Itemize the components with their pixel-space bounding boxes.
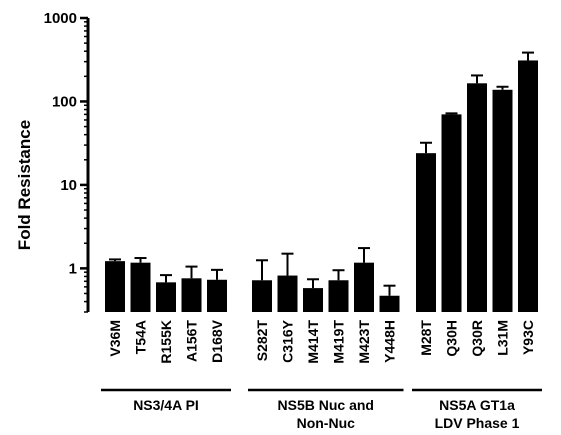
y-tick-label: 1 <box>69 260 77 277</box>
x-tick-label: M423T <box>356 320 372 364</box>
y-tick-label: 1000 <box>44 10 77 27</box>
group-label: NS3/4A PI <box>133 397 199 413</box>
x-tick-label: T54A <box>133 320 149 354</box>
group-labels: NS3/4A PI NS5B Nuc and Non-Nuc NS5A GT1a LDV… <box>101 388 542 431</box>
bar-d168v <box>207 279 227 312</box>
bar-y93c <box>518 60 538 312</box>
x-tick-labels: V36M T54A R155K A156T D168V S282T C316Y M414T M4… <box>107 319 536 363</box>
x-tick-label: Q30R <box>469 320 485 357</box>
bar-q30r <box>467 83 487 312</box>
x-tick-label: Y93C <box>520 320 536 355</box>
x-tick-label: L31M <box>495 320 511 356</box>
bar-m28t <box>416 153 436 312</box>
bar-c316y <box>277 275 298 312</box>
bar-m414t <box>303 288 323 312</box>
bar-v36m <box>105 261 125 312</box>
x-tick-label: D168V <box>209 319 225 362</box>
bar-m419t <box>328 280 349 312</box>
bar-s282t <box>252 280 272 312</box>
bar-t54a <box>130 262 151 312</box>
x-tick-label: S282T <box>254 320 270 362</box>
bar-a156t <box>181 278 202 312</box>
y-tick-label: 10 <box>60 177 77 194</box>
x-tick-label: Y448H <box>382 320 398 363</box>
x-tick-label: V36M <box>107 320 123 357</box>
x-tick-label: M414T <box>305 320 321 364</box>
x-tick-label: C316Y <box>280 319 296 362</box>
bar-m423t <box>354 262 374 312</box>
x-tick-label: M419T <box>331 320 347 364</box>
group-label: NS5B Nuc and <box>278 397 374 413</box>
bar-q30h <box>441 114 462 312</box>
group-label: Non-Nuc <box>297 415 356 431</box>
x-tick-label: A156T <box>184 320 200 362</box>
y-axis: 1 10 100 1000 <box>44 10 90 313</box>
bar-y448h <box>379 295 400 312</box>
bar-r155k <box>156 282 176 312</box>
x-tick-label: R155K <box>158 320 174 364</box>
y-axis-title: Fold Resistance <box>15 120 34 250</box>
y-tick-label: 100 <box>52 93 77 110</box>
bars <box>105 51 538 312</box>
x-tick-label: M28T <box>418 320 434 356</box>
group-label: LDV Phase 1 <box>435 415 520 431</box>
bar-l31m <box>492 89 513 312</box>
x-tick-label: Q30H <box>444 320 460 357</box>
group-label: NS5A GT1a <box>439 397 515 413</box>
